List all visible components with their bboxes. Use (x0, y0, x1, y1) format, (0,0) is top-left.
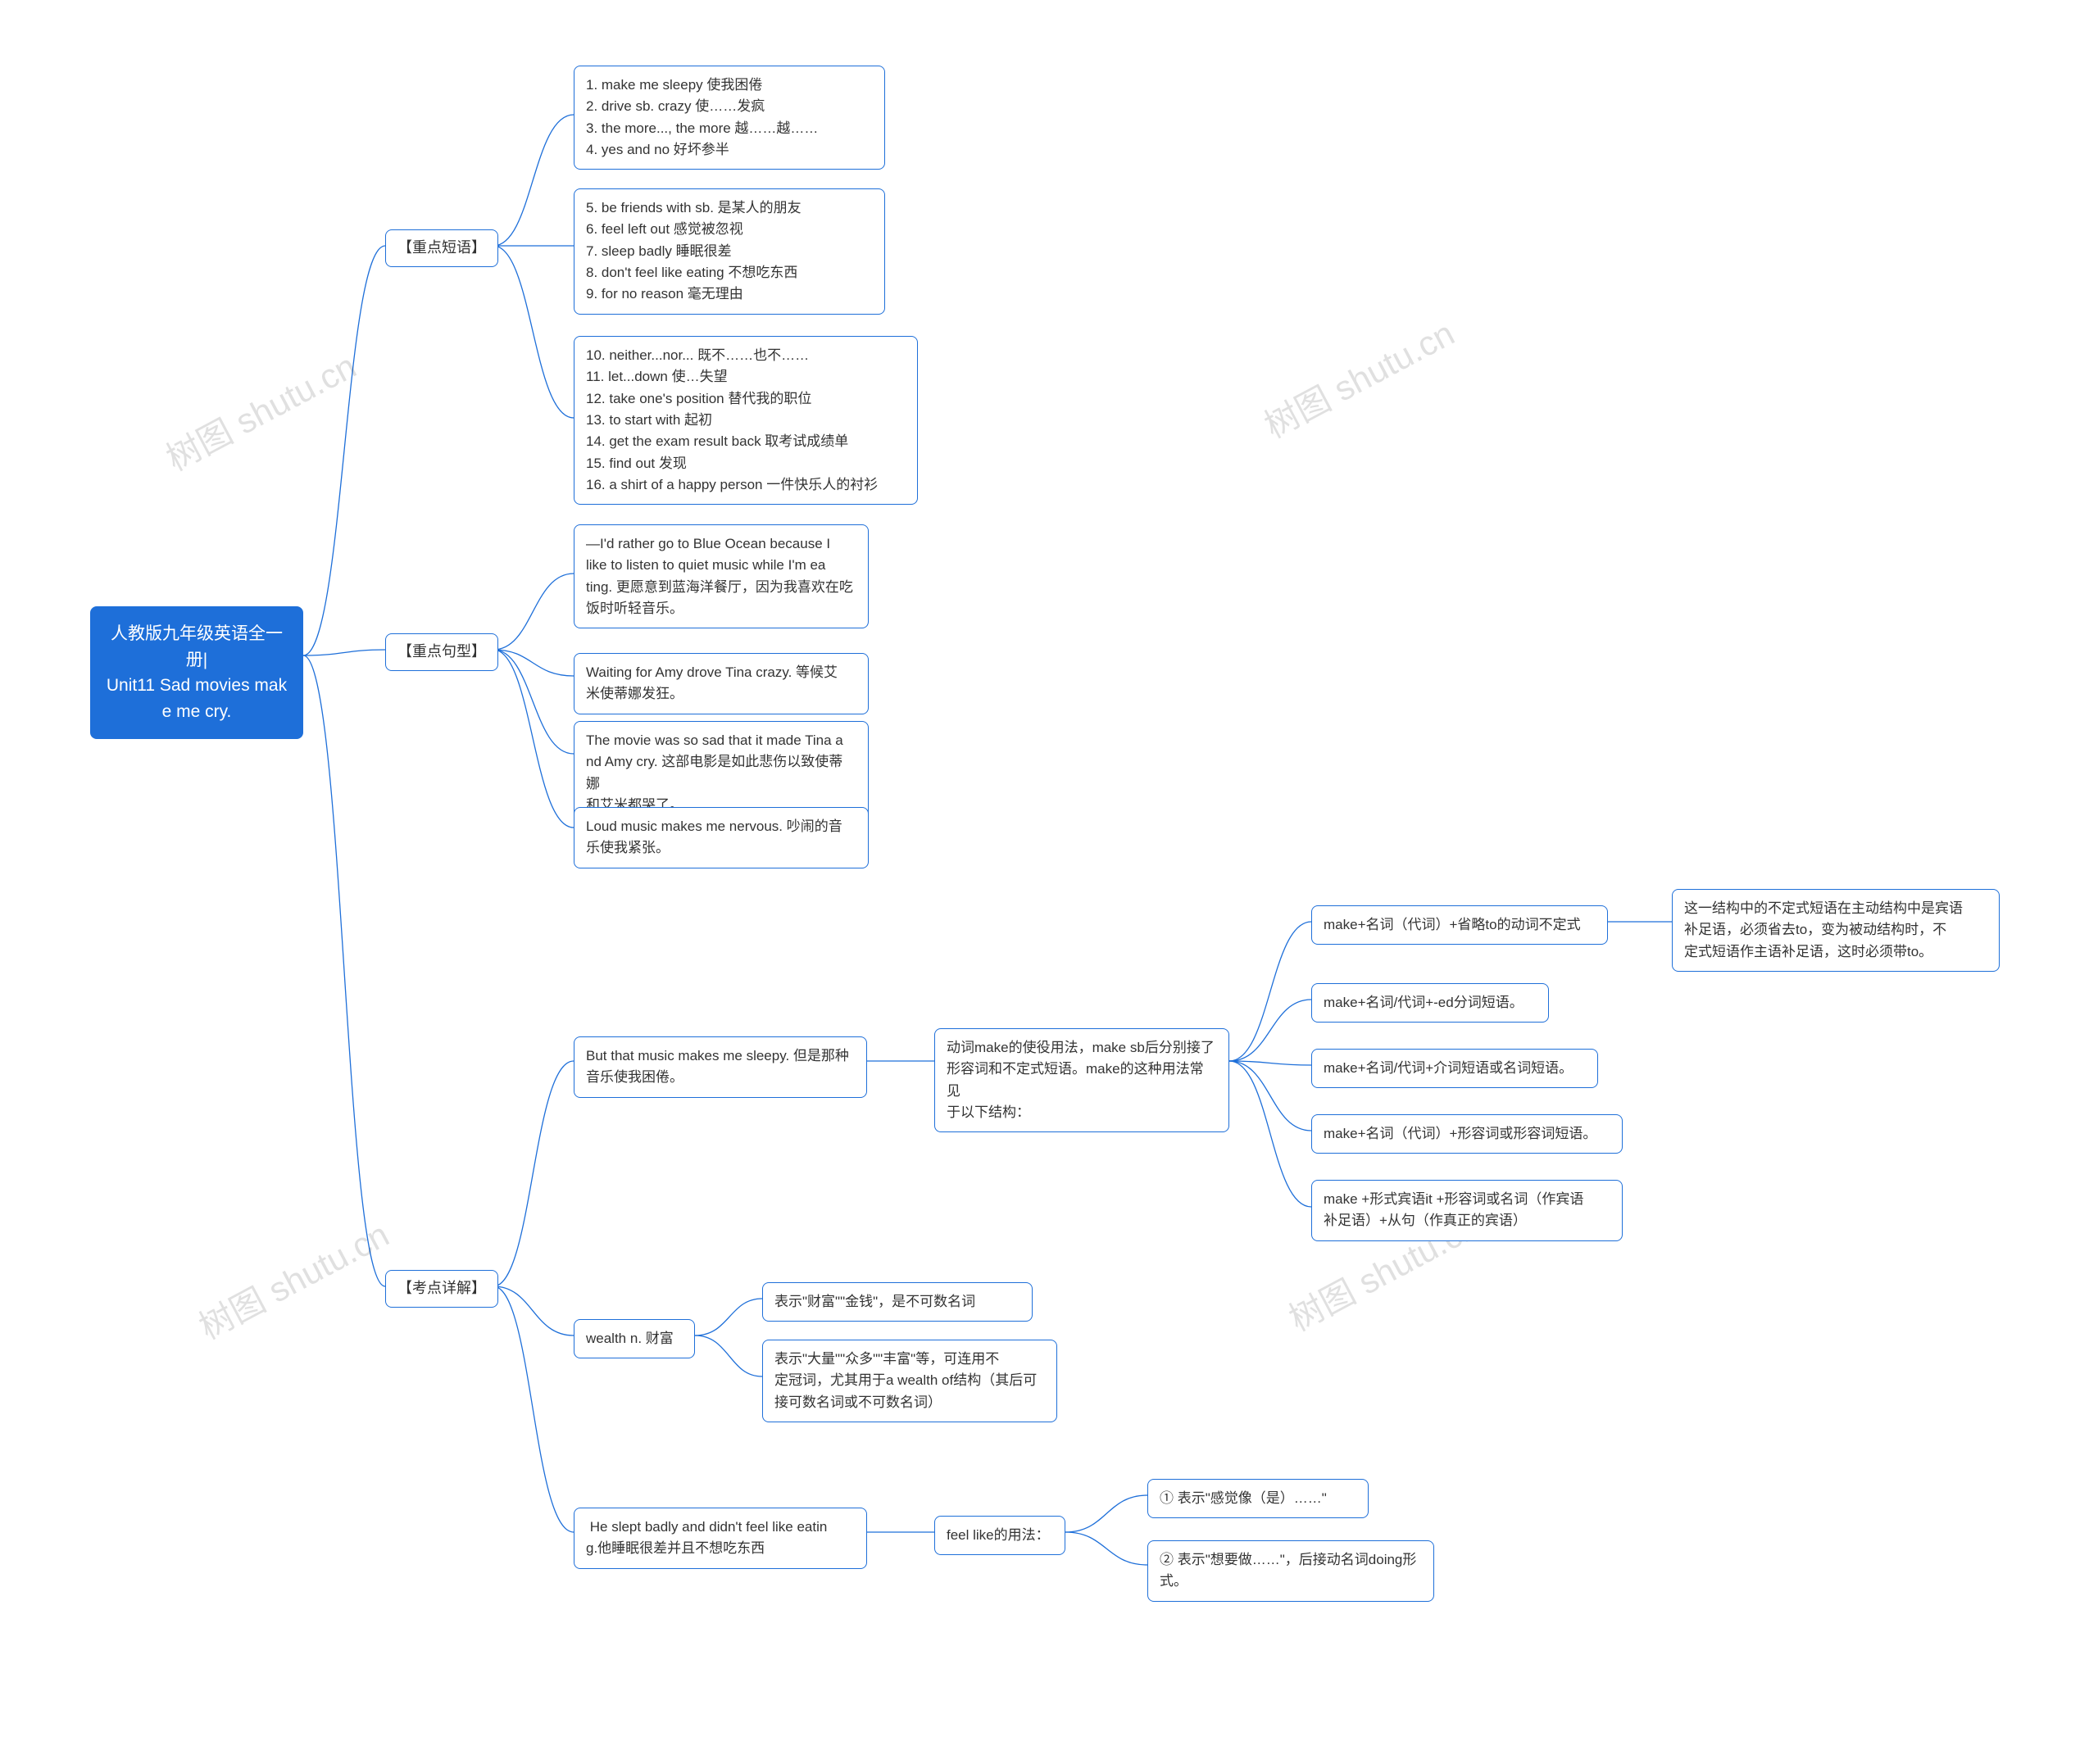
point-2-child-1: 表示"财富""金钱"，是不可数名词 (762, 1282, 1033, 1322)
phrase-group-2: 5. be friends with sb. 是某人的朋友 6. feel le… (574, 188, 885, 315)
point-3-child-1: ① 表示"感觉像（是）……" (1147, 1479, 1369, 1518)
watermark-1: 树图 shutu.cn (157, 339, 364, 481)
point-1: But that music makes me sleepy. 但是那种 音乐使… (574, 1036, 867, 1098)
point-1-sub: 动词make的使役用法，make sb后分别接了 形容词和不定式短语。make的… (934, 1028, 1229, 1132)
sentence-2: Waiting for Amy drove Tina crazy. 等候艾 米使… (574, 653, 869, 714)
point-1-child-1-note: 这一结构中的不定式短语在主动结构中是宾语 补足语，必须省去to，变为被动结构时，… (1672, 889, 2000, 972)
branch-sentences: 【重点句型】 (385, 633, 498, 671)
point-1-child-3: make+名词/代词+介词短语或名词短语。 (1311, 1049, 1598, 1088)
point-2-child-2: 表示"大量""众多""丰富"等，可连用不 定冠词，尤其用于a wealth of… (762, 1340, 1057, 1422)
watermark-3: 树图 shutu.cn (189, 1208, 397, 1349)
point-1-child-4: make+名词（代词）+形容词或形容词短语。 (1311, 1114, 1623, 1154)
point-3-sub: feel like的用法： (934, 1516, 1065, 1555)
point-2: wealth n. 财富 (574, 1319, 695, 1358)
point-1-child-5: make +形式宾语it +形容词或名词（作宾语 补足语）+从句（作真正的宾语） (1311, 1180, 1623, 1241)
point-1-child-2: make+名词/代词+-ed分词短语。 (1311, 983, 1549, 1023)
watermark-2: 树图 shutu.cn (1255, 306, 1462, 448)
root-node: 人教版九年级英语全一册| Unit11 Sad movies mak e me … (90, 606, 303, 739)
point-1-child-1: make+名词（代词）+省略to的动词不定式 (1311, 905, 1608, 945)
branch-phrases: 【重点短语】 (385, 229, 498, 267)
phrase-group-3: 10. neither...nor... 既不……也不…… 11. let...… (574, 336, 918, 505)
phrase-group-1: 1. make me sleepy 使我困倦 2. drive sb. craz… (574, 66, 885, 170)
point-3-child-2: ② 表示"想要做……"，后接动名词doing形 式。 (1147, 1540, 1434, 1602)
sentence-1: —I'd rather go to Blue Ocean because I l… (574, 524, 869, 628)
connectors-svg (0, 0, 2098, 1764)
point-3: He slept badly and didn't feel like eati… (574, 1508, 867, 1569)
branch-points: 【考点详解】 (385, 1270, 498, 1308)
sentence-4: Loud music makes me nervous. 吵闹的音 乐使我紧张。 (574, 807, 869, 868)
